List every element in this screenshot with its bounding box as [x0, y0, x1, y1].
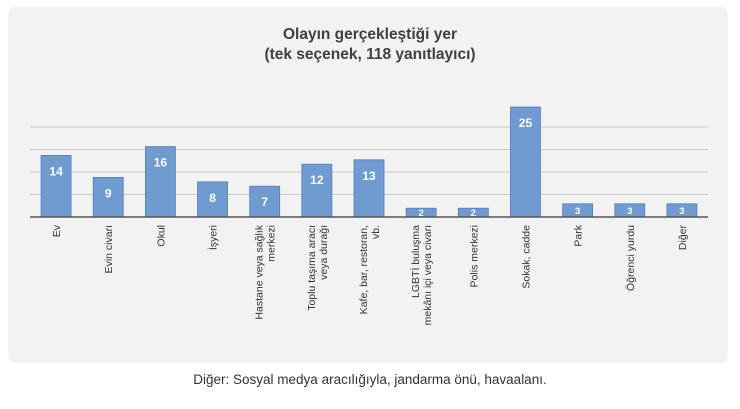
- category-label-line: Evin civarı: [103, 225, 115, 273]
- data-label: 8: [209, 191, 216, 205]
- data-label: 16: [154, 156, 168, 170]
- category-label: Hastane veya sağlık merkezi: [254, 224, 278, 319]
- data-label: 3: [575, 206, 580, 217]
- category-label-line: Diğer: [677, 224, 689, 250]
- category-label: LGBTİ buluşma mekânı içi veya civarı: [409, 225, 434, 326]
- bar: [92, 176, 124, 218]
- category-label-line: Öğrenci yurdu: [625, 225, 637, 291]
- data-label: 3: [627, 206, 632, 217]
- bar: [144, 146, 176, 218]
- category-label: Polis merkezi: [468, 225, 480, 287]
- category-label: Toplu taşıma aracı veya durağı: [306, 225, 330, 311]
- category-label-line: Hastane veya sağlık: [254, 224, 266, 319]
- bar: [353, 159, 385, 218]
- category-label-line: LGBTİ buluşma: [409, 225, 422, 298]
- footnote: Diğer: Sosyal medya aracılığıyla, jandar…: [193, 372, 547, 387]
- data-label: 25: [519, 116, 533, 130]
- category-label-line: Ev: [51, 224, 63, 237]
- category-label-line: Toplu taşıma aracı: [306, 225, 318, 311]
- data-label: 7: [261, 195, 268, 209]
- category-label-line: merkezi: [266, 225, 278, 262]
- category-label-line: veya durağı: [318, 225, 330, 280]
- category-label-line: Polis merkezi: [468, 225, 480, 287]
- category-label: Park: [573, 224, 585, 246]
- category-label-line: Okul: [155, 225, 167, 247]
- data-label: 12: [310, 173, 324, 187]
- data-label: 9: [105, 186, 112, 200]
- data-label: 2: [419, 208, 424, 219]
- data-label: 2: [471, 208, 476, 219]
- data-label: 3: [679, 206, 684, 217]
- category-label-line: mekânı içi veya civarı: [422, 225, 434, 325]
- bar: [40, 154, 72, 218]
- category-label: Kafe, bar, restoran, vb.: [358, 225, 382, 314]
- chart-title: Olayın gerçekleştiği yer: [282, 26, 458, 43]
- bar: [301, 163, 333, 218]
- category-label-line: İşyeri: [207, 225, 220, 250]
- chart-subtitle: (tek seçenek, 118 yanıtlayıcı): [264, 46, 476, 63]
- category-label: Evin civarı: [103, 225, 115, 273]
- bar: [197, 181, 228, 218]
- category-label: Diğer: [677, 224, 689, 250]
- bar: [249, 185, 281, 218]
- data-label: 14: [49, 164, 63, 178]
- category-label: İşyeri: [207, 225, 220, 250]
- category-label-line: Kafe, bar, restoran,: [358, 225, 370, 314]
- category-label-line: Sokak, cadde: [520, 225, 532, 289]
- category-label: Öğrenci yurdu: [625, 225, 637, 291]
- category-label: Okul: [155, 225, 167, 247]
- data-label: 13: [362, 169, 376, 183]
- category-label-line: vb.: [370, 225, 382, 239]
- category-label-line: Park: [573, 224, 585, 246]
- bar: [510, 106, 541, 218]
- category-label: Sokak, cadde: [520, 225, 532, 289]
- category-label: Ev: [51, 224, 63, 237]
